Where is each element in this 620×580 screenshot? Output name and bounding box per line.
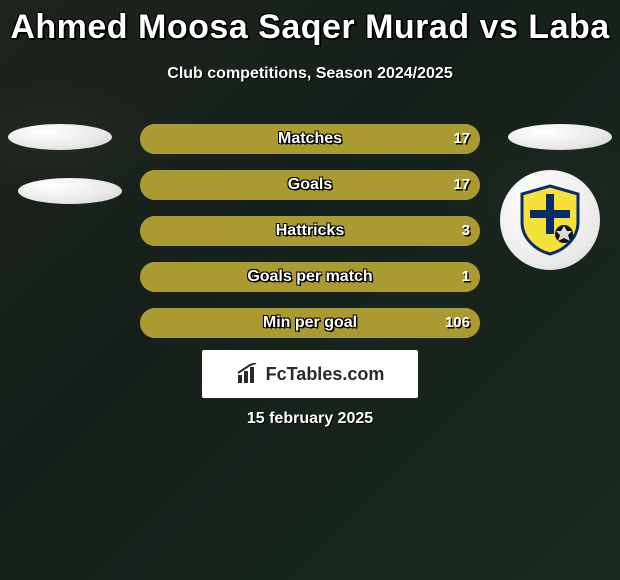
- metric-row: Matches17: [140, 124, 480, 154]
- comparison-card: Ahmed Moosa Saqer Murad vs Laba Club com…: [0, 0, 620, 580]
- metric-row: Min per goal106: [140, 308, 480, 338]
- metric-bars: Matches17Goals17Hattricks3Goals per matc…: [140, 124, 480, 354]
- metric-label: Min per goal: [140, 308, 480, 338]
- date-text: 15 february 2025: [0, 410, 620, 428]
- player-left-oval-2: [18, 178, 122, 204]
- metric-label: Matches: [140, 124, 480, 154]
- bar-chart-icon: [236, 363, 260, 385]
- metric-label: Goals: [140, 170, 480, 200]
- metric-right-value: 17: [453, 124, 470, 154]
- metric-right-value: 17: [453, 170, 470, 200]
- metric-row: Goals17: [140, 170, 480, 200]
- metric-right-value: 106: [445, 308, 470, 338]
- metric-row: Hattricks3: [140, 216, 480, 246]
- metric-label: Goals per match: [140, 262, 480, 292]
- subtitle: Club competitions, Season 2024/2025: [0, 65, 620, 83]
- player-left-oval-1: [8, 124, 112, 150]
- metric-right-value: 1: [462, 262, 470, 292]
- team-badge-right: [500, 170, 600, 270]
- shield-crest-icon: [518, 184, 582, 256]
- metric-label: Hattricks: [140, 216, 480, 246]
- page-title: Ahmed Moosa Saqer Murad vs Laba: [0, 0, 620, 47]
- watermark-text: FcTables.com: [266, 364, 385, 385]
- player-right-oval-1: [508, 124, 612, 150]
- metric-right-value: 3: [462, 216, 470, 246]
- metric-row: Goals per match1: [140, 262, 480, 292]
- watermark: FcTables.com: [202, 350, 418, 398]
